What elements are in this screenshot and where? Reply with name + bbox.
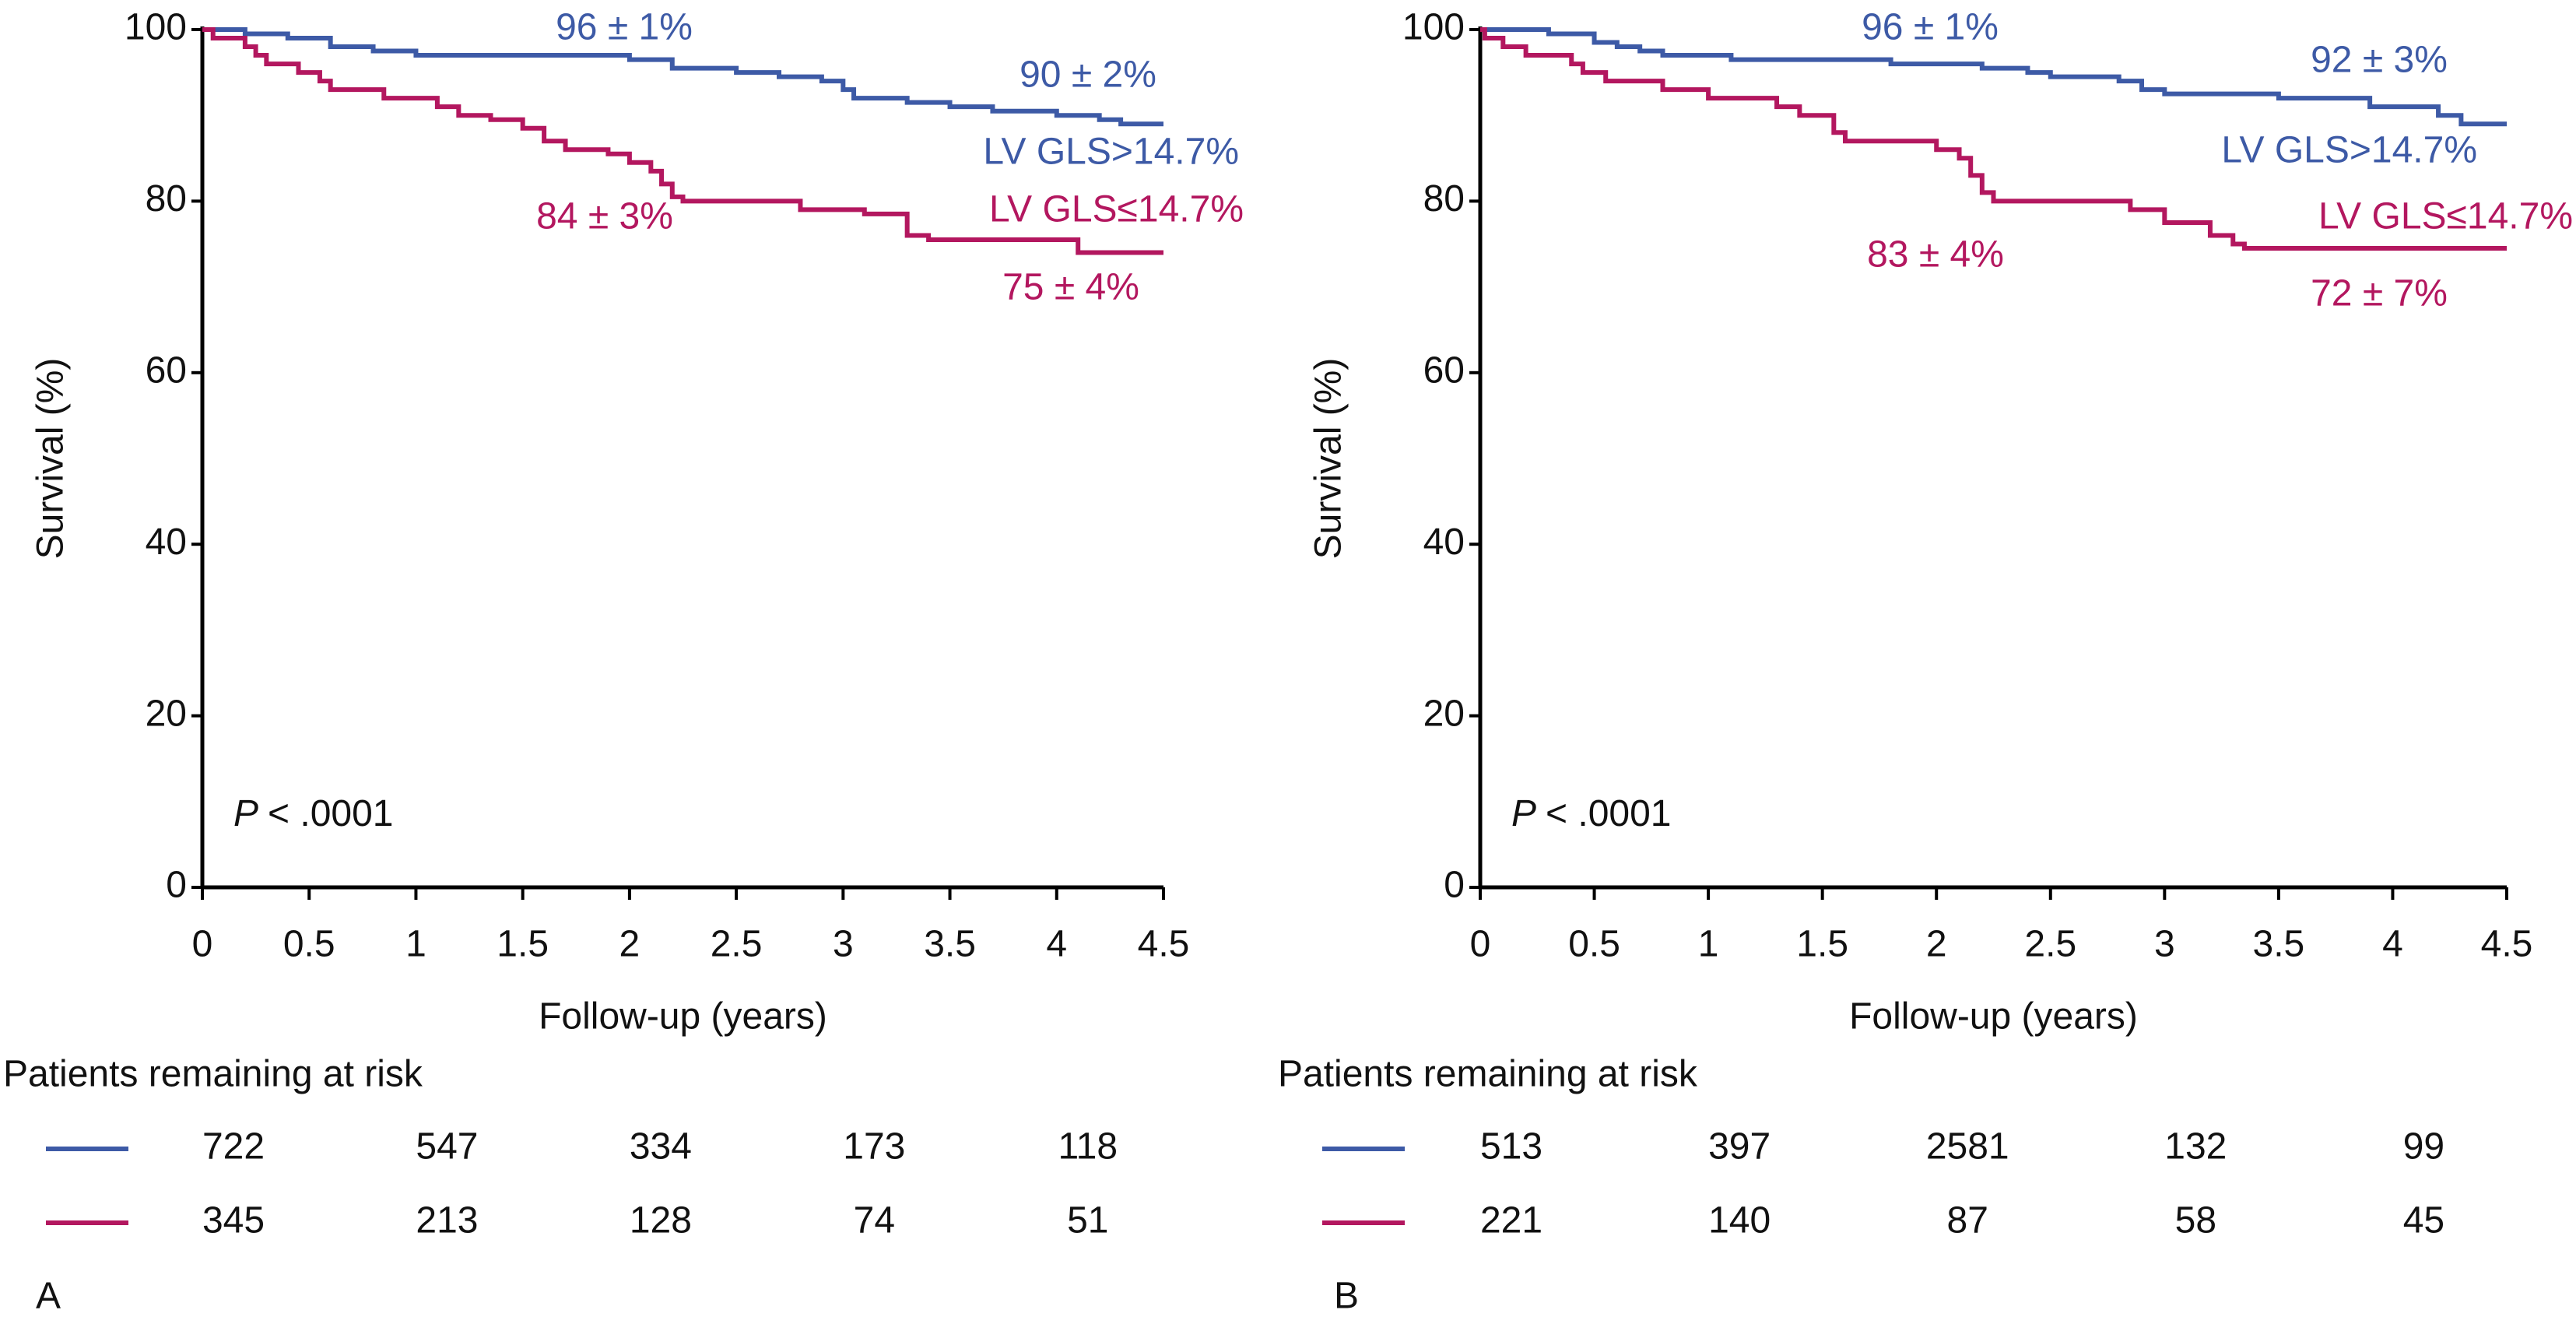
survival-curve	[1480, 27, 2507, 251]
survival-curve	[1480, 27, 2507, 127]
y-tick-label: 80	[146, 178, 187, 219]
risk-count: 74	[854, 1200, 895, 1241]
x-tick-label: 3.5	[924, 924, 976, 965]
y-axis-title: Survival (%)	[30, 358, 72, 560]
x-tick-label: 1.5	[497, 924, 549, 965]
risk-count: 221	[1480, 1200, 1542, 1241]
y-tick-label: 20	[1423, 693, 1465, 734]
risk-count: 513	[1480, 1126, 1542, 1168]
risk-count: 87	[1947, 1200, 1988, 1241]
x-axis-title: Follow-up (years)	[539, 996, 827, 1038]
y-tick-label: 100	[1402, 7, 1465, 48]
x-tick-label: 4	[1046, 924, 1067, 965]
risk-count: 128	[630, 1200, 692, 1241]
series-label: LV GLS>14.7%	[983, 132, 1239, 173]
x-tick-label: 3.5	[2253, 924, 2305, 965]
x-tick-label: 1.5	[1796, 924, 1848, 965]
survival-curve	[202, 27, 1163, 255]
risk-count: 132	[2164, 1126, 2227, 1168]
x-tick-label: 3	[2154, 924, 2175, 965]
y-axis-title: Survival (%)	[1308, 358, 1349, 560]
risk-table-title: Patients remaining at risk	[3, 1054, 423, 1095]
p-text: < .0001	[1546, 793, 1671, 834]
y-tick-label: 0	[166, 865, 187, 906]
x-tick-label: 1	[1698, 924, 1719, 965]
x-tick-label: 4.5	[1138, 924, 1190, 965]
panel-letter: A	[36, 1276, 61, 1317]
x-tick-label: 2.5	[711, 924, 763, 965]
risk-count: 213	[416, 1200, 478, 1241]
p-value: P < .0001	[1511, 793, 1672, 834]
risk-count: 173	[843, 1126, 905, 1168]
annotation: 75 ± 4%	[1002, 267, 1139, 308]
risk-count: 345	[202, 1200, 265, 1241]
x-tick-label: 2.5	[2024, 924, 2076, 965]
risk-table-title: Patients remaining at risk	[1278, 1054, 1698, 1095]
p-symbol: P	[1511, 793, 1536, 834]
p-text: < .0001	[268, 793, 393, 834]
y-tick-label: 20	[146, 693, 187, 734]
annotation: 96 ± 1%	[556, 7, 693, 48]
annotation: 96 ± 1%	[1862, 7, 1999, 48]
annotation: 83 ± 4%	[1867, 234, 2004, 276]
x-tick-label: 0.5	[283, 924, 335, 965]
risk-count: 722	[202, 1126, 265, 1168]
y-tick-label: 100	[125, 7, 187, 48]
x-tick-label: 2	[1926, 924, 1947, 965]
series-label: LV GLS>14.7%	[2221, 130, 2477, 171]
x-tick-label: 4	[2382, 924, 2403, 965]
p-symbol: P	[233, 793, 258, 834]
x-tick-label: 0.5	[1568, 924, 1620, 965]
series-label: LV GLS≤14.7%	[989, 189, 1244, 230]
risk-count: 140	[1708, 1200, 1771, 1241]
annotation: 92 ± 3%	[2311, 40, 2448, 81]
x-axis-title: Follow-up (years)	[1849, 996, 2138, 1038]
x-tick-label: 0	[192, 924, 213, 965]
survival-curve	[202, 27, 1163, 127]
risk-count: 118	[1058, 1126, 1118, 1168]
x-tick-label: 3	[833, 924, 854, 965]
risk-count: 397	[1708, 1126, 1771, 1168]
annotation: 90 ± 2%	[1020, 54, 1156, 96]
y-tick-label: 80	[1423, 178, 1465, 219]
x-tick-label: 2	[619, 924, 640, 965]
x-tick-label: 1	[405, 924, 426, 965]
risk-count: 58	[2175, 1200, 2216, 1241]
y-tick-label: 0	[1444, 865, 1465, 906]
annotation: 72 ± 7%	[2311, 273, 2448, 314]
risk-count: 45	[2403, 1200, 2444, 1241]
risk-count: 334	[630, 1126, 692, 1168]
x-tick-label: 0	[1470, 924, 1491, 965]
p-value: P < .0001	[233, 793, 394, 834]
y-tick-label: 40	[1423, 522, 1465, 563]
risk-count: 547	[416, 1126, 478, 1168]
series-label: LV GLS≤14.7%	[2318, 196, 2573, 237]
risk-count: 99	[2403, 1126, 2444, 1168]
panel: 0 20 40 60 80 100 0 0.5 1 1.5 2 2.5 3 3.5 4 4.5 Follow-u…	[1278, 7, 2573, 1317]
panel-letter: B	[1334, 1276, 1359, 1317]
risk-count: 2581	[1926, 1126, 2009, 1168]
risk-count: 51	[1067, 1200, 1108, 1241]
x-tick-label: 4.5	[2481, 924, 2533, 965]
y-tick-label: 60	[146, 349, 187, 391]
y-tick-label: 60	[1423, 349, 1465, 391]
panel: 0 20 40 60 80 100 0 0.5 1 1.5 2 2.5 3 3.5 4 4.5 Follow-u…	[3, 7, 1244, 1317]
annotation: 84 ± 3%	[536, 196, 673, 237]
y-tick-label: 40	[146, 522, 187, 563]
